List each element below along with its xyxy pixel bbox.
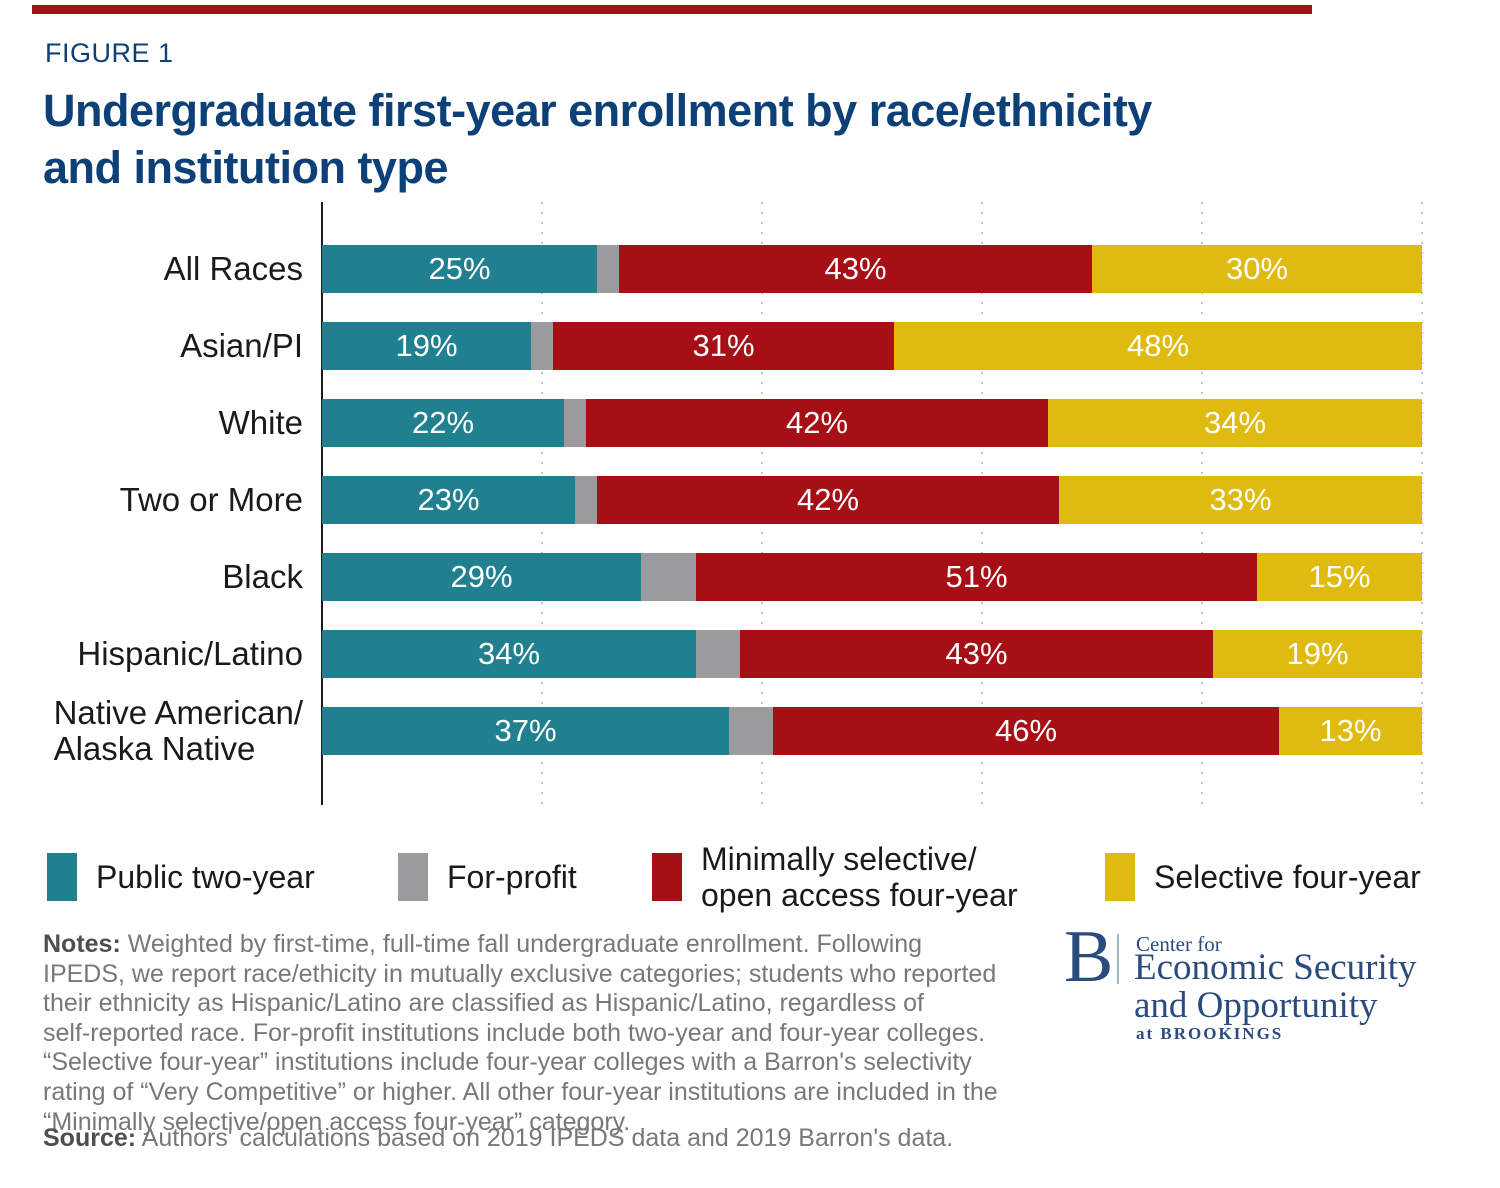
category-label: All Races	[163, 250, 303, 287]
brookings-b-mark: B	[1064, 916, 1114, 998]
logo-name-line-2: and Opportunity	[1134, 985, 1378, 1026]
legend-item: Minimally selective/open access four-yea…	[652, 841, 1018, 913]
bar-segment-minimally-selective-open-access-four-year: 51%	[696, 553, 1257, 601]
bar-value-label: 15%	[1308, 559, 1371, 594]
bar-value-label: 51%	[945, 559, 1008, 594]
gridline-100pct	[1421, 202, 1423, 805]
bar-segment-minimally-selective-open-access-four-year: 42%	[586, 399, 1048, 447]
bar-segment-for-profit	[696, 630, 740, 678]
bar-value-label: 22%	[411, 405, 475, 440]
notes-label: Notes:	[43, 930, 121, 958]
page-title: Undergraduate first-year enrollment by r…	[43, 82, 1152, 196]
legend-item: For-profit	[398, 853, 577, 901]
bar-segment-public-two-year: 22%	[322, 399, 564, 447]
bar-segment-minimally-selective-open-access-four-year: 43%	[619, 245, 1092, 293]
notes-line: their ethnicity as Hispanic/Latino are c…	[43, 989, 925, 1018]
bar-value-label: 34%	[1203, 405, 1267, 440]
bar-value-label: 42%	[785, 405, 849, 440]
bar-value-label: 23%	[417, 482, 480, 517]
bar-segment-selective-four-year: 33%	[1059, 476, 1422, 524]
bar-segment-selective-four-year: 15%	[1257, 553, 1422, 601]
legend-label: Minimally selective/open access four-yea…	[701, 841, 1018, 913]
bar-segment-minimally-selective-open-access-four-year: 31%	[553, 322, 894, 370]
notes-line: IPEDS, we report race/ethicity in mutual…	[43, 959, 997, 988]
bar-segment-for-profit	[531, 322, 553, 370]
bar-value-label: 13%	[1319, 713, 1382, 748]
category-label: Hispanic/Latino	[77, 635, 303, 672]
bar-value-label: 34%	[477, 636, 541, 671]
bar-segment-public-two-year: 23%	[322, 476, 575, 524]
legend-swatch	[1105, 853, 1135, 901]
bar-segment-selective-four-year: 30%	[1092, 245, 1422, 293]
bar-segment-selective-four-year: 13%	[1279, 707, 1422, 755]
source-body: Authors' calculations based on 2019 IPED…	[141, 1124, 954, 1152]
bar-segment-selective-four-year: 19%	[1213, 630, 1422, 678]
logo-center-for: Center for	[1136, 932, 1222, 956]
logo-name-line-1: Economic Security	[1134, 947, 1417, 988]
bar-segment-selective-four-year: 48%	[894, 322, 1422, 370]
bar-segment-selective-four-year: 34%	[1048, 399, 1422, 447]
bar-segment-for-profit	[564, 399, 586, 447]
legend-swatch	[47, 853, 77, 901]
category-label: Two or More	[119, 481, 303, 518]
legend-item: Selective four-year	[1105, 853, 1421, 901]
bar-segment-for-profit	[641, 553, 696, 601]
legend-swatch	[398, 853, 428, 901]
bar-value-label: 48%	[1126, 328, 1190, 363]
bar-value-label: 31%	[692, 328, 755, 363]
figure-label: FIGURE 1	[45, 38, 174, 68]
bar-segment-for-profit	[575, 476, 597, 524]
legend-item: Public two-year	[47, 853, 315, 901]
logo-divider	[1117, 934, 1119, 984]
notes-line: Notes: Weighted by first-time, full-time…	[43, 930, 923, 958]
legend-swatch	[652, 853, 682, 901]
bar-segment-public-two-year: 37%	[322, 707, 729, 755]
bar-segment-minimally-selective-open-access-four-year: 43%	[740, 630, 1213, 678]
bar-segment-for-profit	[597, 245, 619, 293]
notes-line: “Selective four-year” institutions inclu…	[43, 1048, 972, 1077]
chart-plot-area: All Races 25% 43% 30% Asian/PI 19% 31% 48% White…	[53, 202, 1423, 805]
bar-segment-public-two-year: 19%	[322, 322, 531, 370]
bar-segment-public-two-year: 29%	[322, 553, 641, 601]
bar-value-label: 37%	[494, 713, 557, 748]
bar-value-label: 25%	[428, 251, 491, 286]
legend-label: For-profit	[447, 859, 577, 895]
title-line-2: and institution type	[43, 142, 448, 193]
bar-value-label: 33%	[1209, 482, 1272, 517]
bar-segment-public-two-year: 25%	[322, 245, 597, 293]
category-label: White	[218, 404, 303, 441]
logo-at-brookings: at BROOKINGS	[1136, 1024, 1284, 1043]
notes-line: self-reported race. For-profit instituti…	[43, 1018, 986, 1047]
bar-value-label: 42%	[796, 482, 860, 517]
legend-label: Selective four-year	[1154, 859, 1421, 895]
category-label: Black	[222, 558, 303, 595]
bar-value-label: 30%	[1225, 251, 1289, 286]
bar-value-label: 19%	[395, 328, 458, 363]
bar-segment-minimally-selective-open-access-four-year: 42%	[597, 476, 1059, 524]
title-line-1: Undergraduate first-year enrollment by r…	[43, 85, 1152, 136]
top-rule	[32, 5, 1312, 14]
bar-value-label: 43%	[824, 251, 887, 286]
notes-line: rating of “Very Competitive” or higher. …	[43, 1077, 998, 1106]
legend-label: Public two-year	[96, 859, 315, 895]
bar-segment-minimally-selective-open-access-four-year: 46%	[773, 707, 1279, 755]
notes-line: “Minimally selective/open access four-ye…	[43, 1107, 631, 1136]
bar-value-label: 19%	[1286, 636, 1349, 671]
category-label: Native American/Alaska Native	[53, 694, 303, 767]
bar-segment-public-two-year: 34%	[322, 630, 696, 678]
source-label: Source:	[43, 1124, 137, 1152]
notes-text: Notes: Weighted by first-time, full-time…	[43, 930, 998, 1137]
source-text: Source: Authors' calculations based on 2…	[43, 1124, 953, 1153]
bar-segment-for-profit	[729, 707, 773, 755]
brookings-logo: B Center for Economic Security and Oppor…	[1064, 920, 1494, 1060]
category-label: Asian/PI	[180, 327, 303, 364]
bar-value-label: 46%	[994, 713, 1058, 748]
chart-legend: Public two-year For-profit Minimally selec…	[0, 841, 1500, 913]
bar-value-label: 43%	[945, 636, 1008, 671]
bar-value-label: 29%	[450, 559, 513, 594]
